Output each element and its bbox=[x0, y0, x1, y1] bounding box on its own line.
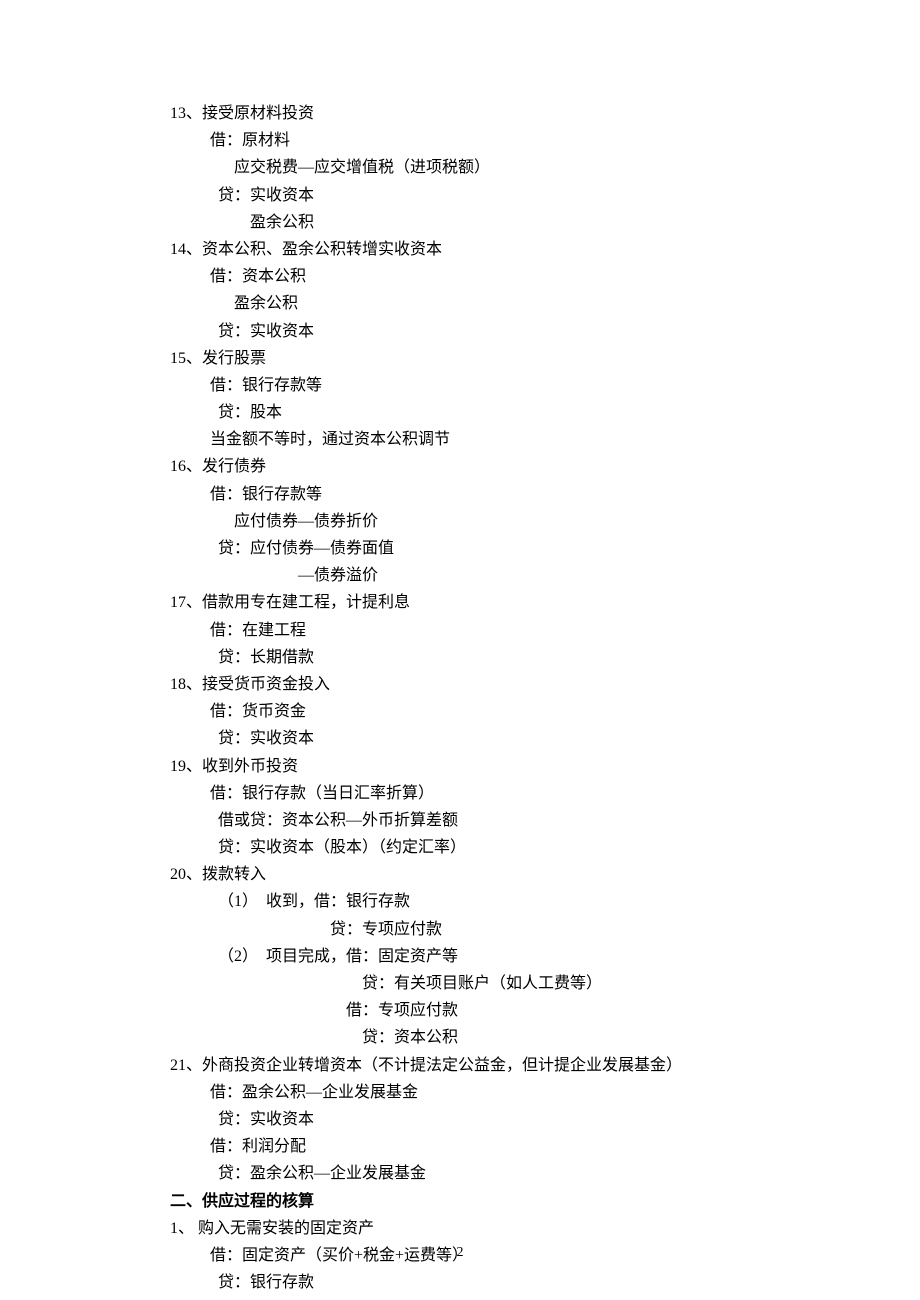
text-line: 贷：股本 bbox=[170, 399, 750, 426]
text-line: 16、发行债券 bbox=[170, 453, 750, 480]
text-line: 借：银行存款（当日汇率折算） bbox=[170, 780, 750, 807]
text-line: 应付债券—债券折价 bbox=[170, 508, 750, 535]
text-line: 20、拨款转入 bbox=[170, 861, 750, 888]
text-line: 19、收到外币投资 bbox=[170, 753, 750, 780]
text-line: —债券溢价 bbox=[170, 562, 750, 589]
text-line: 18、接受货币资金投入 bbox=[170, 671, 750, 698]
text-line: 17、借款用专在建工程，计提利息 bbox=[170, 589, 750, 616]
text-line: 借：银行存款等 bbox=[170, 372, 750, 399]
text-line: 贷：盈余公积—企业发展基金 bbox=[170, 1160, 750, 1187]
text-line: 15、发行股票 bbox=[170, 345, 750, 372]
text-line: 借：货币资金 bbox=[170, 698, 750, 725]
page-number: 2 bbox=[457, 1241, 464, 1265]
text-line: 借：在建工程 bbox=[170, 617, 750, 644]
text-line: 应交税费—应交增值税（进项税额） bbox=[170, 154, 750, 181]
text-line: 1、 购入无需安装的固定资产 bbox=[170, 1215, 750, 1242]
text-line: 14、资本公积、盈余公积转增实收资本 bbox=[170, 236, 750, 263]
text-line: 盈余公积 bbox=[170, 209, 750, 236]
text-line: 贷：有关项目账户（如人工费等） bbox=[170, 970, 750, 997]
text-line: 贷：银行存款 bbox=[170, 1269, 750, 1296]
text-line: （1） 收到，借：银行存款 bbox=[170, 888, 750, 915]
text-line: 贷：实收资本 bbox=[170, 725, 750, 752]
text-line: 二、供应过程的核算 bbox=[170, 1188, 750, 1215]
text-line: 13、接受原材料投资 bbox=[170, 100, 750, 127]
text-line: 贷：应付债券—债券面值 bbox=[170, 535, 750, 562]
text-line: 借：原材料 bbox=[170, 127, 750, 154]
text-line: 借：资本公积 bbox=[170, 263, 750, 290]
text-line: 借：专项应付款 bbox=[170, 997, 750, 1024]
text-line: 贷：实收资本 bbox=[170, 318, 750, 345]
text-line: 贷：资本公积 bbox=[170, 1024, 750, 1051]
text-line: 借：盈余公积—企业发展基金 bbox=[170, 1079, 750, 1106]
text-line: 贷：长期借款 bbox=[170, 644, 750, 671]
text-line: 贷：实收资本 bbox=[170, 1106, 750, 1133]
text-line: 当金额不等时，通过资本公积调节 bbox=[170, 426, 750, 453]
text-line: 盈余公积 bbox=[170, 290, 750, 317]
text-line: （2） 项目完成，借：固定资产等 bbox=[170, 943, 750, 970]
text-line: 借：银行存款等 bbox=[170, 481, 750, 508]
text-line: 借：利润分配 bbox=[170, 1133, 750, 1160]
text-line: 21、外商投资企业转增资本（不计提法定公益金，但计提企业发展基金） bbox=[170, 1052, 750, 1079]
text-line: 借或贷：资本公积—外币折算差额 bbox=[170, 807, 750, 834]
document-content: 13、接受原材料投资借：原材料应交税费—应交增值税（进项税额）贷：实收资本盈余公… bbox=[170, 100, 750, 1296]
text-line: 贷：实收资本（股本）（约定汇率） bbox=[170, 834, 750, 861]
text-line: 贷：实收资本 bbox=[170, 182, 750, 209]
text-line: 贷：专项应付款 bbox=[170, 916, 750, 943]
